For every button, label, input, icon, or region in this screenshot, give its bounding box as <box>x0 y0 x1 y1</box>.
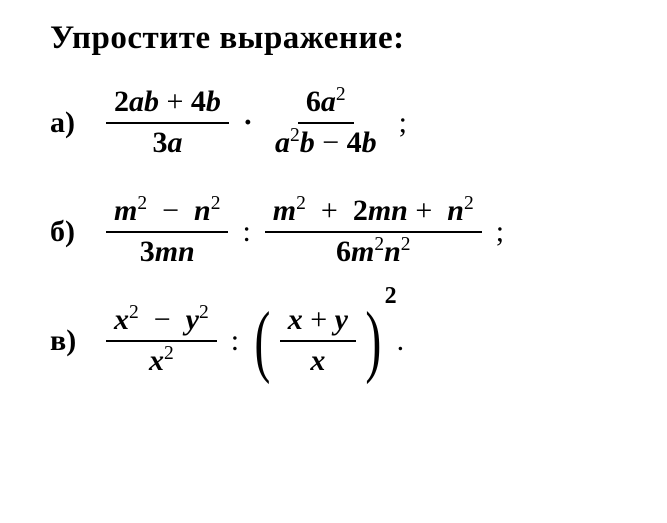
parenthesized-power: ( x + y x ) 2 <box>249 303 387 378</box>
numerator: x2 − y2 <box>106 303 217 342</box>
denominator: 3a <box>144 124 190 161</box>
numerator: 2ab + 4b <box>106 85 229 124</box>
numerator: 6a2 <box>298 85 354 124</box>
page-title: Упростите выражение: <box>50 20 637 57</box>
expression: m2 − n2 3mn : m2 + 2mn + n2 6m2n2 ; <box>102 194 514 269</box>
problem-a: а) 2ab + 4b 3a · 6a2 a2b − 4b ; <box>50 85 637 160</box>
numerator: m2 + 2mn + n2 <box>265 194 482 233</box>
fraction-2: m2 + 2mn + n2 6m2n2 <box>265 194 482 269</box>
expression: x2 − y2 x2 : ( x + y x ) 2 . <box>102 303 414 378</box>
problem-b: б) m2 − n2 3mn : m2 + 2mn + n2 6m2n2 ; <box>50 194 637 269</box>
denominator: x2 <box>141 342 182 379</box>
problem-c: в) x2 − y2 x2 : ( x + y x ) 2 . <box>50 303 637 378</box>
denominator: x <box>302 342 333 379</box>
fraction-1: 2ab + 4b 3a <box>106 85 229 160</box>
terminator: ; <box>496 215 504 249</box>
fraction-2: 6a2 a2b − 4b <box>267 85 385 160</box>
problem-label: в) <box>50 324 88 358</box>
denominator: 3mn <box>132 233 203 270</box>
divide-op: : <box>242 215 250 249</box>
numerator: m2 − n2 <box>106 194 228 233</box>
numerator: x + y <box>280 303 356 342</box>
divide-op: : <box>231 324 239 358</box>
expression: 2ab + 4b 3a · 6a2 a2b − 4b ; <box>102 85 417 160</box>
fraction-1: m2 − n2 3mn <box>106 194 228 269</box>
problem-label: а) <box>50 106 88 140</box>
exponent: 2 <box>385 283 397 310</box>
fraction-1: x2 − y2 x2 <box>106 303 217 378</box>
multiply-op: · <box>243 106 253 140</box>
problem-label: б) <box>50 215 88 249</box>
terminator: . <box>397 324 405 358</box>
fraction-inner: x + y x <box>280 303 356 378</box>
exercise-page: Упростите выражение: а) 2ab + 4b 3a · 6a… <box>0 0 667 398</box>
denominator: 6m2n2 <box>328 233 419 270</box>
terminator: ; <box>399 106 407 140</box>
denominator: a2b − 4b <box>267 124 385 161</box>
